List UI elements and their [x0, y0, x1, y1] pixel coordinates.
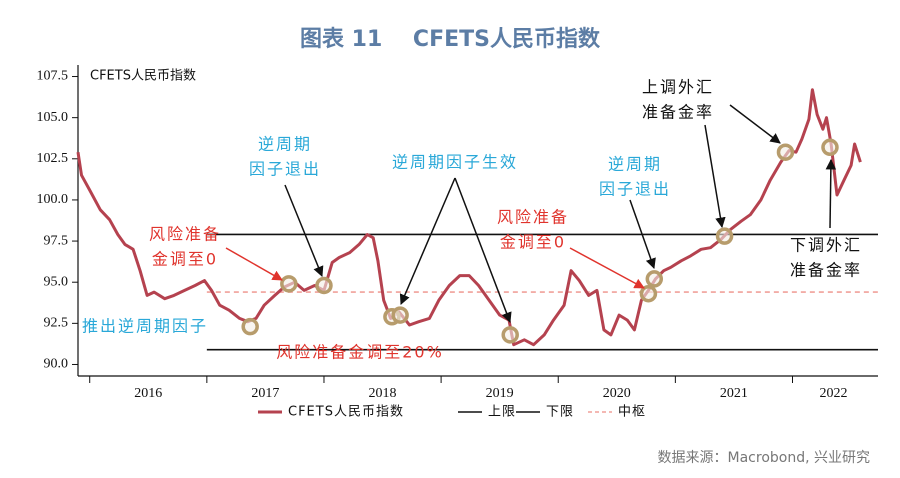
- event-marker: [501, 326, 519, 344]
- y-tick-label: 95.0: [44, 274, 69, 289]
- annotation-arrow: [399, 177, 456, 305]
- annotation-text: 金调至0: [152, 250, 218, 269]
- annotation-text: 上调外汇: [642, 78, 714, 97]
- y-tick-label: 90.0: [44, 357, 69, 372]
- annotation-text: 逆周期: [258, 135, 312, 154]
- annotation-arrow: [704, 124, 726, 229]
- event-marker: [315, 276, 333, 295]
- annotation-text: 因子退出: [249, 160, 321, 179]
- annotation-text: 金调至0: [500, 233, 566, 252]
- event-marker: [821, 138, 839, 157]
- annotation-arrow: [569, 247, 645, 289]
- x-tick-label: 2022: [819, 386, 847, 401]
- x-tick-label: 2018: [369, 386, 397, 401]
- annotation-text: 因子退出: [599, 180, 671, 199]
- source: 数据来源：Macrobond, 兴业研究: [658, 450, 870, 466]
- annotation-text: 准备金率: [790, 261, 862, 280]
- annotation-text: 风险准备金调至20%: [276, 343, 444, 362]
- annotation-text: 风险准备: [497, 208, 569, 227]
- event-marker: [391, 306, 409, 324]
- x-tick-label: 2021: [720, 386, 748, 401]
- legend-label: 下限: [546, 405, 574, 420]
- y-tick-label: 92.5: [44, 316, 69, 331]
- annotation-arrow: [729, 104, 781, 144]
- y-tick-label: 105.0: [37, 110, 69, 125]
- event-marker: [645, 270, 664, 288]
- legend-label: 上限: [488, 405, 516, 420]
- annotation-arrow: [225, 247, 283, 281]
- annotation-text: 下调外汇: [790, 236, 862, 255]
- annotation-arrow: [825, 158, 837, 229]
- x-tick-label: 2019: [486, 386, 514, 401]
- chart-title: 图表 11 CFETS人民币指数: [300, 26, 601, 52]
- annotation-text: 逆周期: [608, 155, 662, 174]
- inner-label: CFETS人民币指数: [90, 69, 196, 84]
- y-tick-label: 97.5: [44, 233, 69, 248]
- event-marker: [241, 317, 259, 336]
- legend-label: CFETS人民币指数: [288, 405, 404, 420]
- annotation-text: 准备金率: [642, 103, 714, 122]
- event-marker: [639, 284, 658, 303]
- y-tick-label: 107.5: [37, 69, 69, 84]
- annotation-arrow: [629, 199, 656, 269]
- event-marker: [715, 227, 734, 245]
- annotation-text: 逆周期因子生效: [392, 153, 518, 172]
- annotation-text: 风险准备: [149, 225, 221, 244]
- annotation-arrow: [454, 177, 512, 323]
- annotation-arrow: [284, 184, 324, 277]
- y-tick-label: 102.5: [37, 151, 69, 166]
- data-line: [76, 88, 862, 347]
- annotation-text: 推出逆周期因子: [82, 317, 208, 336]
- y-tick-label: 100.0: [37, 192, 69, 207]
- event-marker: [280, 275, 298, 293]
- x-tick-label: 2016: [134, 386, 162, 401]
- x-tick-label: 2017: [251, 386, 279, 401]
- event-marker: [776, 143, 795, 161]
- legend-label: 中枢: [618, 405, 646, 420]
- x-tick-label: 2020: [603, 386, 631, 401]
